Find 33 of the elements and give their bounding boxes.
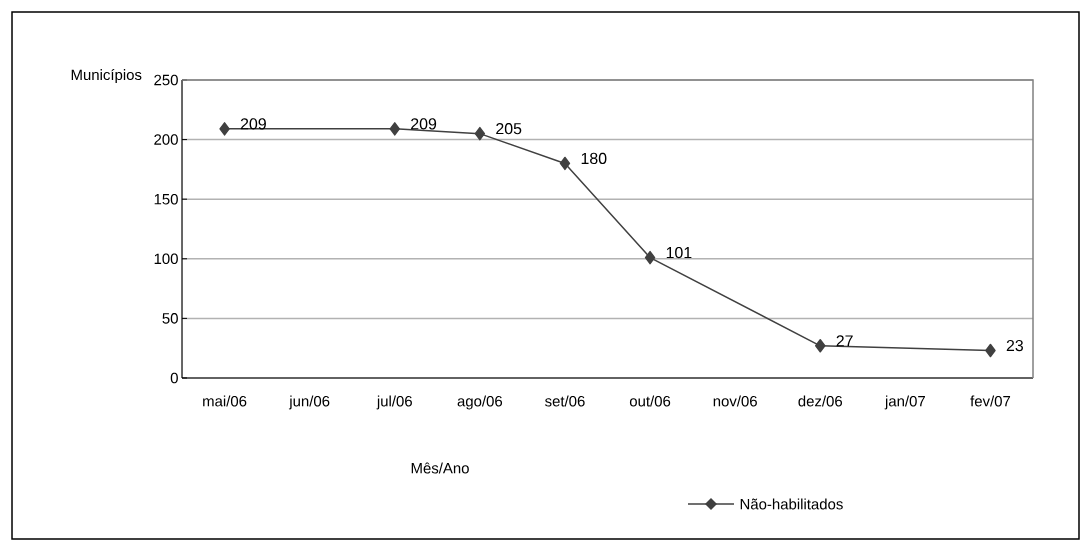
- y-tick-label: 100: [154, 253, 178, 265]
- point: [985, 343, 996, 358]
- data-label: 101: [666, 246, 692, 259]
- x-tick-label: ago/06: [457, 395, 503, 410]
- y-tick-label: 150: [154, 193, 178, 205]
- point: [559, 156, 571, 171]
- y-tick-label: 250: [154, 74, 178, 86]
- data-label: 180: [581, 152, 607, 165]
- y-axis-title: Municípios: [71, 68, 142, 84]
- point: [389, 122, 401, 136]
- x-tick-label: fev/07: [970, 395, 1011, 407]
- data-label: 209: [411, 118, 437, 130]
- y-tick-label: 50: [162, 313, 178, 324]
- data-label: 209: [240, 118, 266, 130]
- x-axis-title: Mês/Ano: [411, 462, 469, 474]
- point: [644, 250, 656, 265]
- x-tick-label: dez/06: [798, 395, 843, 407]
- x-tick-label: mai/06: [203, 395, 247, 407]
- data-label: 205: [496, 122, 522, 135]
- point: [219, 122, 230, 136]
- x-tick-label: nov/06: [713, 395, 757, 407]
- legend-label: Não-habilitados: [740, 498, 843, 510]
- point: [815, 339, 826, 353]
- y-tick-label: 0: [170, 372, 178, 384]
- x-tick-label: jun/06: [288, 395, 330, 410]
- data-label: 23: [1006, 339, 1023, 352]
- y-tick-label: 200: [154, 134, 178, 145]
- point: [474, 126, 486, 141]
- x-tick-label: set/06: [545, 395, 585, 407]
- x-tick-label: out/06: [629, 395, 671, 407]
- x-tick-label: jan/07: [884, 395, 925, 410]
- data-label: 27: [836, 335, 853, 347]
- x-tick-label: jul/06: [376, 395, 412, 410]
